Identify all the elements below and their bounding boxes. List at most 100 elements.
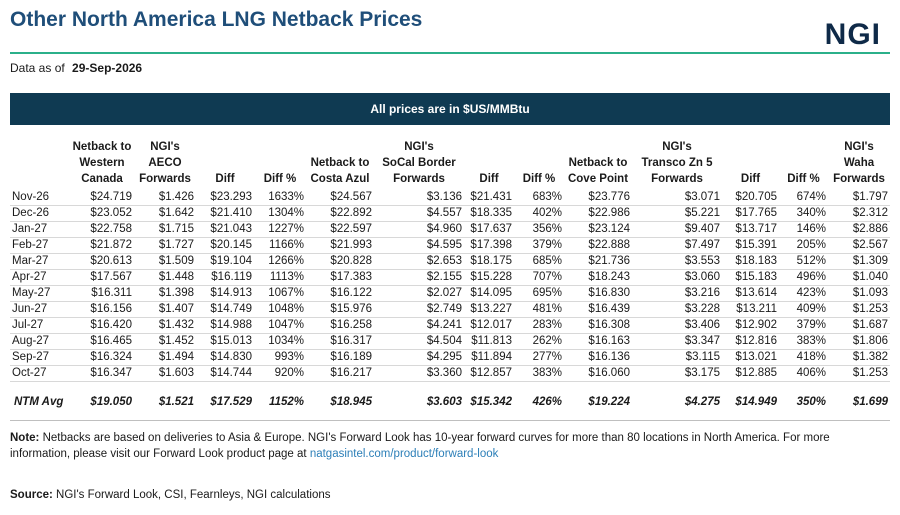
cell-p1: 993% — [254, 349, 306, 366]
cell-transco: $5.221 — [632, 205, 722, 222]
cell-p3: 674% — [779, 190, 828, 206]
cell-ca: $22.892 — [306, 205, 374, 222]
cell-p3: 409% — [779, 301, 828, 318]
cell-transco: $3.406 — [632, 317, 722, 334]
cell-aeco: $1.407 — [134, 301, 196, 318]
cell-transco: $3.216 — [632, 285, 722, 302]
cell-p3: 496% — [779, 269, 828, 286]
column-header-d2: Diff — [464, 137, 514, 190]
cell-ca: $16.258 — [306, 317, 374, 334]
cell-socal: $4.241 — [374, 317, 464, 334]
source-label: Source: — [10, 489, 53, 501]
ntm-average-row: NTM Avg $19.050 $1.521 $17.529 1152% $18.945 $… — [10, 394, 890, 411]
cell-cp: $16.060 — [564, 365, 632, 382]
cell-d3: $12.902 — [722, 317, 779, 334]
cell-waha: $1.040 — [828, 269, 890, 286]
as-of: Data as of 29-Sep-2026 — [10, 61, 142, 75]
units-banner: All prices are in $US/MMBtu — [10, 93, 890, 125]
cell-ca: $22.597 — [306, 221, 374, 238]
column-header-cp: Netback to Cove Point — [564, 137, 632, 190]
cell-ca: $17.383 — [306, 269, 374, 286]
spacer-row — [10, 382, 890, 395]
avg-socal: $3.603 — [426, 396, 462, 408]
cell-socal: $4.557 — [374, 205, 464, 222]
column-header-line: Costa Azul — [310, 173, 370, 185]
cell-d2: $18.335 — [464, 205, 514, 222]
avg-p2: 426% — [532, 396, 562, 408]
row-month: Feb-27 — [10, 237, 70, 254]
cell-p1: 1304% — [254, 205, 306, 222]
cell-transco: $3.060 — [632, 269, 722, 286]
cell-wc: $16.311 — [70, 285, 134, 302]
cell-d1: $15.013 — [196, 333, 254, 350]
forward-look-link[interactable]: natgasintel.com/product/forward-look — [309, 448, 499, 460]
cell-d2: $12.017 — [464, 317, 514, 334]
column-header-line: Forwards — [139, 173, 191, 185]
cell-cp: $23.124 — [564, 221, 632, 238]
source-line: Source: NGI's Forward Look, CSI, Fearnle… — [10, 489, 330, 501]
cell-p1: 1067% — [254, 285, 306, 302]
cell-p1: 1048% — [254, 301, 306, 318]
cell-p2: 283% — [514, 317, 564, 334]
cell-wc: $16.324 — [70, 349, 134, 366]
page-title: Other North America LNG Netback Prices — [10, 8, 423, 31]
table-row: Feb-27 $21.872 $1.727 $20.145 1166% $21.993 $4… — [10, 237, 890, 254]
cell-ca: $16.189 — [306, 349, 374, 366]
column-header-line: Forwards — [651, 173, 703, 185]
cell-waha: $2.567 — [828, 237, 890, 254]
cell-transco: $9.407 — [632, 221, 722, 238]
cell-p1: 1034% — [254, 333, 306, 350]
table-row: Apr-27 $17.567 $1.448 $16.119 1113% $17.383 $2… — [10, 269, 890, 286]
cell-p2: 481% — [514, 301, 564, 318]
table-row: Nov-26 $24.719 $1.426 $23.293 1633% $24.567 $3… — [10, 190, 890, 206]
cell-transco: $3.071 — [632, 190, 722, 206]
avg-d3: $14.949 — [735, 396, 777, 408]
cell-d2: $17.637 — [464, 221, 514, 238]
table-row: Jul-27 $16.420 $1.432 $14.988 1047% $16.258 $4… — [10, 317, 890, 334]
cell-p1: 920% — [254, 365, 306, 382]
cell-socal: $4.595 — [374, 237, 464, 254]
column-header-line: AECO — [148, 157, 182, 169]
row-month: Sep-27 — [10, 349, 70, 366]
row-month: Jan-27 — [10, 221, 70, 238]
cell-aeco: $1.448 — [134, 269, 196, 286]
cell-d2: $11.813 — [464, 333, 514, 350]
cell-d1: $21.410 — [196, 205, 254, 222]
cell-d3: $20.705 — [722, 190, 779, 206]
column-header-line: NGI's — [404, 141, 434, 153]
cell-waha: $1.093 — [828, 285, 890, 302]
cell-p2: 383% — [514, 365, 564, 382]
cell-d3: $15.183 — [722, 269, 779, 286]
column-header-line: NGI's — [844, 141, 874, 153]
cell-cp: $23.776 — [564, 190, 632, 206]
table-row: May-27 $16.311 $1.398 $14.913 1067% $16.122 $2… — [10, 285, 890, 302]
cell-ca: $15.976 — [306, 301, 374, 318]
cell-d1: $20.145 — [196, 237, 254, 254]
note-label: Note: — [10, 432, 40, 444]
cell-d3: $18.183 — [722, 253, 779, 270]
cell-wc: $23.052 — [70, 205, 134, 222]
cell-waha: $1.687 — [828, 317, 890, 334]
column-header-line: NGI's — [662, 141, 692, 153]
cell-wc: $24.719 — [70, 190, 134, 206]
column-header-line: Netback to — [310, 157, 370, 169]
cell-aeco: $1.432 — [134, 317, 196, 334]
avg-waha: $1.699 — [852, 396, 888, 408]
cell-waha: $1.253 — [828, 365, 890, 382]
cell-socal: $2.653 — [374, 253, 464, 270]
cell-cp: $18.243 — [564, 269, 632, 286]
cell-wc: $21.872 — [70, 237, 134, 254]
cell-d3: $12.885 — [722, 365, 779, 382]
cell-p2: 356% — [514, 221, 564, 238]
column-header-p1: Diff % — [254, 137, 306, 190]
table-row: Oct-27 $16.347 $1.603 $14.744 920% $16.217 $3.… — [10, 365, 890, 382]
cell-d2: $11.894 — [464, 349, 514, 366]
avg-p1: 1152% — [269, 396, 304, 408]
column-header-line: Forwards — [393, 173, 445, 185]
cell-d1: $23.293 — [196, 190, 254, 206]
cell-p3: 146% — [779, 221, 828, 238]
cell-p2: 379% — [514, 237, 564, 254]
avg-d2: $15.342 — [470, 396, 512, 408]
cell-socal: $4.295 — [374, 349, 464, 366]
avg-p3: 350% — [796, 396, 826, 408]
